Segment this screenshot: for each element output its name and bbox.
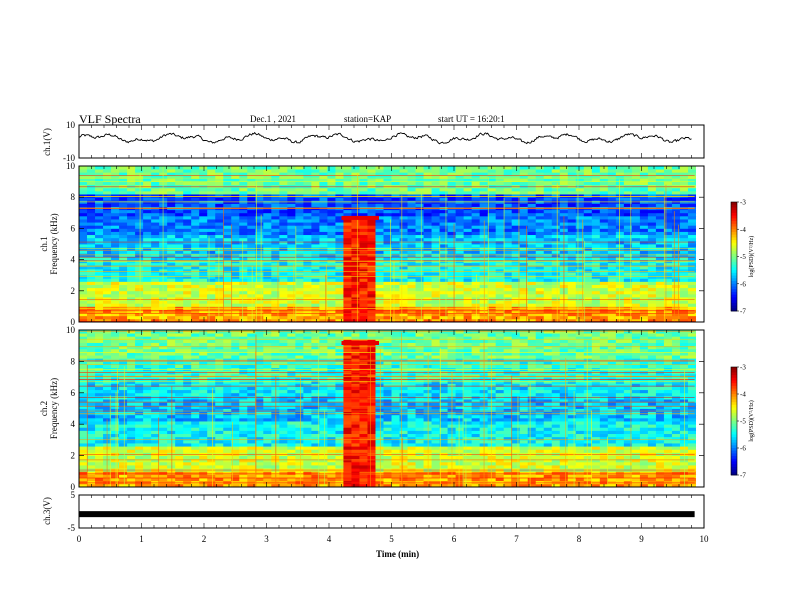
spectrogram-y-axis-label: Frequency (kHz) bbox=[49, 378, 59, 439]
x-tick-label: 7 bbox=[514, 534, 519, 544]
spectrogram-ytick-label: 10 bbox=[66, 325, 76, 335]
colorbar-tick-label: -7 bbox=[740, 308, 746, 316]
spectrogram-ytick-label: 6 bbox=[71, 223, 76, 233]
colorbar-tick-label: -7 bbox=[740, 472, 746, 480]
ch3-ytick-label: -5 bbox=[68, 523, 76, 533]
station-label: station=KAP bbox=[344, 114, 392, 124]
colorbar-tick-label: -5 bbox=[740, 418, 746, 426]
colorbar-tick-label: -4 bbox=[740, 391, 746, 399]
colorbar-label: log(PSD)(V²/Hz) bbox=[748, 400, 755, 441]
x-tick-label: 6 bbox=[452, 534, 457, 544]
spectrogram-ytick-label: 2 bbox=[71, 451, 76, 461]
colorbar-tick-label: -3 bbox=[740, 199, 746, 207]
x-tick-label: 0 bbox=[77, 534, 82, 544]
spectrogram-ytick-label: 0 bbox=[71, 317, 76, 327]
ch1-ytick-label: -10 bbox=[63, 153, 75, 163]
spectrogram-ytick-label: 6 bbox=[71, 388, 76, 398]
ch3-voltage-panel: 5 -5 ch.3(V) bbox=[42, 490, 705, 533]
x-tick-label: 3 bbox=[264, 534, 269, 544]
burst-band bbox=[341, 215, 379, 220]
date-label: Dec.1 , 2021 bbox=[250, 114, 296, 124]
x-axis: 0 1 2 3 4 5 6 7 8 9 10 bbox=[77, 534, 709, 544]
x-tick-label: 1 bbox=[139, 534, 144, 544]
spectrogram-ytick-label: 0 bbox=[71, 482, 76, 492]
ch2-spectrogram-panel: 0 2 4 6 8 10 ch.2 Frequency (kHz) bbox=[39, 325, 705, 492]
ch1-spectrogram-panel: 0 2 4 6 8 10 ch.1 Frequency (kHz) bbox=[39, 161, 705, 327]
ch1-y-axis-label: ch.1(V) bbox=[42, 128, 52, 156]
spectrogram-ytick-label: 8 bbox=[71, 192, 76, 202]
colorbar-tick-label: -4 bbox=[740, 226, 746, 234]
colorbar-tick-label: -5 bbox=[740, 253, 746, 261]
spectrogram-channel-label: ch.1 bbox=[39, 236, 49, 251]
x-tick-label: 10 bbox=[700, 534, 710, 544]
chart-title: VLF Spectra bbox=[79, 112, 141, 126]
colorbar-tick-label: -3 bbox=[740, 364, 746, 372]
ch1-ytick-label: 10 bbox=[66, 120, 76, 130]
burst-band bbox=[341, 340, 379, 345]
spectrogram-ytick-label: 8 bbox=[71, 356, 76, 366]
colorbar-label: log(PSD)(V²/Hz) bbox=[748, 236, 755, 277]
spectrogram-y-axis-label: Frequency (kHz) bbox=[49, 213, 59, 274]
ch2-colorbar: -3 -4 -5 -6 -7 log(PSD)(V²/Hz) bbox=[730, 364, 755, 480]
x-tick-label: 8 bbox=[577, 534, 582, 544]
spectrogram-ytick-label: 4 bbox=[71, 255, 76, 265]
x-tick-label: 5 bbox=[389, 534, 394, 544]
x-tick-label: 2 bbox=[202, 534, 207, 544]
x-axis-title: Time (min) bbox=[376, 549, 420, 559]
spectrogram-ytick-label: 10 bbox=[66, 161, 76, 171]
start-time-label: start UT = 16:20:1 bbox=[438, 114, 505, 124]
ch1-waveform-line bbox=[79, 131, 692, 145]
colorbar-tick-label: -6 bbox=[740, 280, 746, 288]
ch1-waveform-panel: 10 -10 ch.1(V) bbox=[42, 120, 705, 163]
ch3-voltage-line bbox=[79, 511, 695, 518]
ch3-y-axis-label: ch.3(V) bbox=[42, 497, 52, 525]
spectrogram-ytick-label: 4 bbox=[71, 419, 76, 429]
x-tick-label: 9 bbox=[639, 534, 644, 544]
ch1-colorbar: -3 -4 -5 -6 -7 log(PSD)(V²/Hz) bbox=[730, 199, 755, 316]
spectrogram-channel-label: ch.2 bbox=[39, 401, 49, 416]
x-tick-label: 4 bbox=[327, 534, 332, 544]
colorbar-tick-label: -6 bbox=[740, 445, 746, 453]
spectrogram-ytick-label: 2 bbox=[71, 286, 76, 296]
ch3-ytick-label: 5 bbox=[71, 490, 76, 500]
